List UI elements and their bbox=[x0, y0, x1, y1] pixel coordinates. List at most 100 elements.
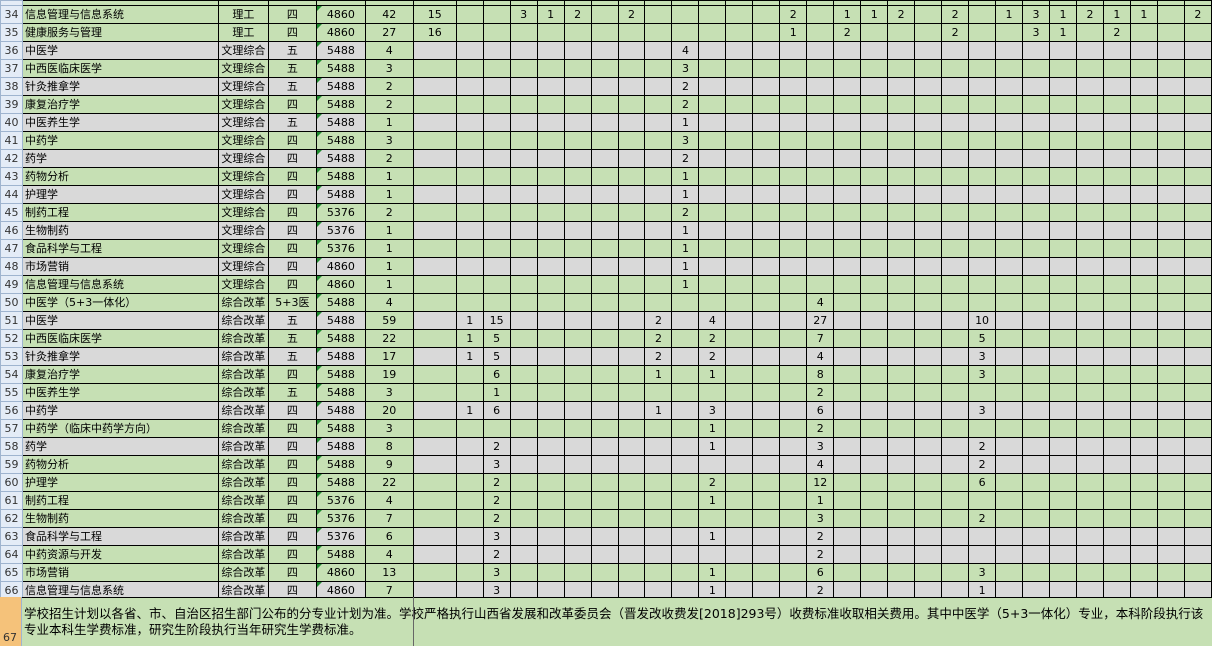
data-cell[interactable] bbox=[1075, 545, 1104, 564]
data-cell[interactable] bbox=[644, 419, 673, 438]
data-cell[interactable] bbox=[860, 95, 889, 114]
data-cell[interactable] bbox=[1075, 239, 1104, 258]
data-cell[interactable] bbox=[536, 527, 565, 546]
data-cell[interactable]: 2 bbox=[671, 149, 700, 168]
data-cell[interactable]: 1 bbox=[860, 5, 889, 24]
data-cell[interactable] bbox=[412, 257, 457, 276]
data-cell[interactable]: 1 bbox=[1049, 23, 1077, 42]
data-cell[interactable] bbox=[1183, 275, 1212, 294]
data-cell[interactable] bbox=[617, 293, 646, 312]
data-cell[interactable] bbox=[1183, 581, 1212, 600]
data-cell[interactable] bbox=[995, 401, 1024, 420]
total-cell[interactable]: 22 bbox=[364, 329, 414, 348]
data-cell[interactable] bbox=[752, 185, 781, 204]
data-cell[interactable] bbox=[779, 113, 808, 132]
data-cell[interactable]: 1 bbox=[698, 419, 727, 438]
major-name-cell[interactable]: 护理学 bbox=[21, 473, 219, 492]
data-cell[interactable] bbox=[887, 221, 916, 240]
data-cell[interactable] bbox=[887, 23, 916, 42]
data-cell[interactable] bbox=[752, 59, 781, 78]
data-cell[interactable] bbox=[590, 59, 619, 78]
category-cell[interactable]: 理工 bbox=[217, 23, 269, 42]
data-cell[interactable] bbox=[617, 41, 646, 60]
data-cell[interactable] bbox=[536, 455, 565, 474]
data-cell[interactable] bbox=[914, 401, 943, 420]
row-header[interactable]: 62 bbox=[0, 509, 23, 528]
data-cell[interactable] bbox=[1156, 113, 1185, 132]
data-cell[interactable] bbox=[563, 95, 592, 114]
data-cell[interactable] bbox=[671, 23, 700, 42]
data-cell[interactable] bbox=[860, 437, 889, 456]
data-cell[interactable] bbox=[617, 455, 646, 474]
data-cell[interactable] bbox=[779, 473, 808, 492]
data-cell[interactable] bbox=[412, 275, 457, 294]
data-cell[interactable] bbox=[1156, 347, 1185, 366]
data-cell[interactable]: 2 bbox=[617, 5, 646, 24]
data-cell[interactable] bbox=[671, 563, 700, 582]
data-cell[interactable] bbox=[563, 41, 592, 60]
data-cell[interactable] bbox=[887, 239, 916, 258]
data-cell[interactable] bbox=[1102, 41, 1131, 60]
data-cell[interactable] bbox=[1183, 149, 1212, 168]
data-cell[interactable] bbox=[644, 185, 673, 204]
data-cell[interactable] bbox=[725, 239, 754, 258]
category-cell[interactable]: 综合改革 bbox=[217, 383, 269, 402]
major-name-cell[interactable]: 中医养生学 bbox=[21, 383, 219, 402]
data-cell[interactable] bbox=[671, 293, 700, 312]
data-cell[interactable] bbox=[1183, 257, 1212, 276]
data-cell[interactable] bbox=[1156, 149, 1185, 168]
data-cell[interactable] bbox=[887, 167, 916, 186]
data-cell[interactable] bbox=[995, 365, 1024, 384]
data-cell[interactable] bbox=[1183, 347, 1212, 366]
data-cell[interactable] bbox=[563, 419, 592, 438]
data-cell[interactable] bbox=[412, 563, 457, 582]
years-cell[interactable]: 五 bbox=[267, 41, 317, 60]
data-cell[interactable] bbox=[455, 419, 484, 438]
data-cell[interactable] bbox=[752, 167, 781, 186]
fee-cell[interactable]: 4860 bbox=[315, 581, 366, 600]
data-cell[interactable] bbox=[995, 239, 1024, 258]
data-cell[interactable] bbox=[1022, 131, 1050, 150]
data-cell[interactable]: 1 bbox=[698, 491, 727, 510]
data-cell[interactable] bbox=[860, 455, 889, 474]
data-cell[interactable] bbox=[941, 41, 970, 60]
data-cell[interactable] bbox=[833, 437, 862, 456]
data-cell[interactable] bbox=[1022, 365, 1050, 384]
data-cell[interactable] bbox=[860, 59, 889, 78]
data-cell[interactable] bbox=[617, 257, 646, 276]
data-cell[interactable] bbox=[995, 41, 1024, 60]
data-cell[interactable] bbox=[725, 473, 754, 492]
data-cell[interactable] bbox=[455, 293, 484, 312]
data-cell[interactable] bbox=[725, 419, 754, 438]
data-cell[interactable] bbox=[1075, 257, 1104, 276]
fee-cell[interactable]: 5488 bbox=[315, 41, 366, 60]
data-cell[interactable] bbox=[752, 203, 781, 222]
data-cell[interactable] bbox=[644, 131, 673, 150]
data-cell[interactable] bbox=[941, 563, 970, 582]
data-cell[interactable] bbox=[752, 257, 781, 276]
data-cell[interactable] bbox=[482, 131, 511, 150]
data-cell[interactable] bbox=[725, 185, 754, 204]
data-cell[interactable] bbox=[779, 455, 808, 474]
data-cell[interactable] bbox=[779, 437, 808, 456]
years-cell[interactable]: 四 bbox=[267, 149, 317, 168]
data-cell[interactable] bbox=[833, 41, 862, 60]
data-cell[interactable] bbox=[536, 401, 565, 420]
data-cell[interactable] bbox=[725, 383, 754, 402]
data-cell[interactable] bbox=[563, 113, 592, 132]
data-cell[interactable] bbox=[671, 509, 700, 528]
data-cell[interactable] bbox=[941, 293, 970, 312]
data-cell[interactable] bbox=[887, 41, 916, 60]
data-cell[interactable] bbox=[412, 293, 457, 312]
fee-cell[interactable]: 4860 bbox=[315, 23, 366, 42]
data-cell[interactable] bbox=[1022, 527, 1050, 546]
data-cell[interactable] bbox=[833, 185, 862, 204]
data-cell[interactable] bbox=[644, 5, 673, 24]
row-header[interactable]: 64 bbox=[0, 545, 23, 564]
data-cell[interactable] bbox=[914, 545, 943, 564]
data-cell[interactable] bbox=[887, 365, 916, 384]
row-header[interactable]: 38 bbox=[0, 77, 23, 96]
data-cell[interactable] bbox=[1022, 491, 1050, 510]
data-cell[interactable] bbox=[968, 59, 997, 78]
data-cell[interactable] bbox=[455, 545, 484, 564]
